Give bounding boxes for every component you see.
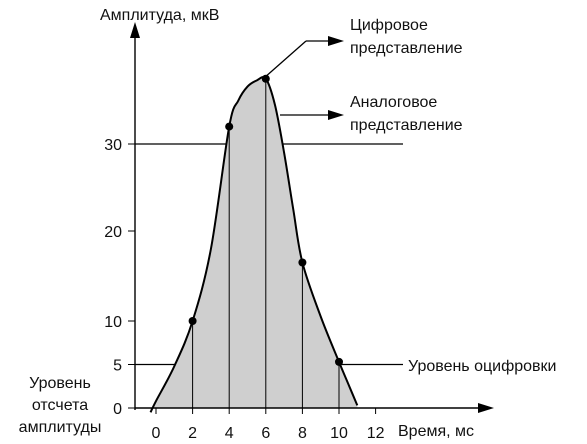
x-tick-label-2: 2: [188, 425, 197, 442]
origin-label-line-3: амплитуды: [19, 419, 102, 436]
y-tick-label-5: 5: [113, 358, 122, 375]
digital-leader-line: [263, 40, 307, 79]
origin-label-line-1: Уровень: [29, 375, 91, 392]
x-tick-label-0: 0: [152, 425, 161, 442]
sample-point-6: [261, 74, 270, 83]
analog-arrow-icon: [328, 110, 344, 120]
curve-fill-area: [150, 77, 358, 413]
y-tick-label-20: 20: [104, 224, 122, 241]
x-tick-label-12: 12: [367, 425, 385, 442]
analog-label-line-2: представление: [350, 117, 463, 134]
digital-label-line-2: представление: [350, 40, 463, 57]
origin-label-line-2: отсчета: [32, 397, 88, 414]
x-axis-title: Время, мс: [398, 423, 474, 440]
tick-labels: 0 2 4 6 8 10 12 0 5 10 20 30: [104, 137, 384, 442]
quantization-level-label: Уровень оцифровки: [408, 358, 556, 375]
sample-point-2: [188, 317, 197, 325]
digital-samples: [188, 74, 343, 366]
curve-area: [150, 77, 358, 413]
sample-point-8: [298, 258, 307, 267]
sample-point-10: [335, 357, 343, 366]
sample-point-4: [225, 122, 234, 131]
x-axis-arrow-icon: [478, 403, 494, 413]
y-tick-label-0: 0: [113, 401, 122, 418]
sample-lines: [192, 78, 340, 408]
y-axis-title: Амплитуда, мкВ: [100, 7, 219, 24]
x-tick-label-6: 6: [261, 425, 270, 442]
y-tick-label-30: 30: [104, 137, 122, 154]
x-tick-label-8: 8: [298, 425, 307, 442]
x-tick-label-4: 4: [225, 425, 234, 442]
y-tick-label-10: 10: [104, 314, 122, 331]
digital-arrow-icon: [328, 36, 344, 46]
digital-label-line-1: Цифровое: [350, 17, 428, 34]
x-tick-label-10: 10: [330, 425, 348, 442]
analog-label-line-1: Аналоговое: [350, 94, 437, 111]
y-axis-arrow-icon: [130, 22, 140, 38]
